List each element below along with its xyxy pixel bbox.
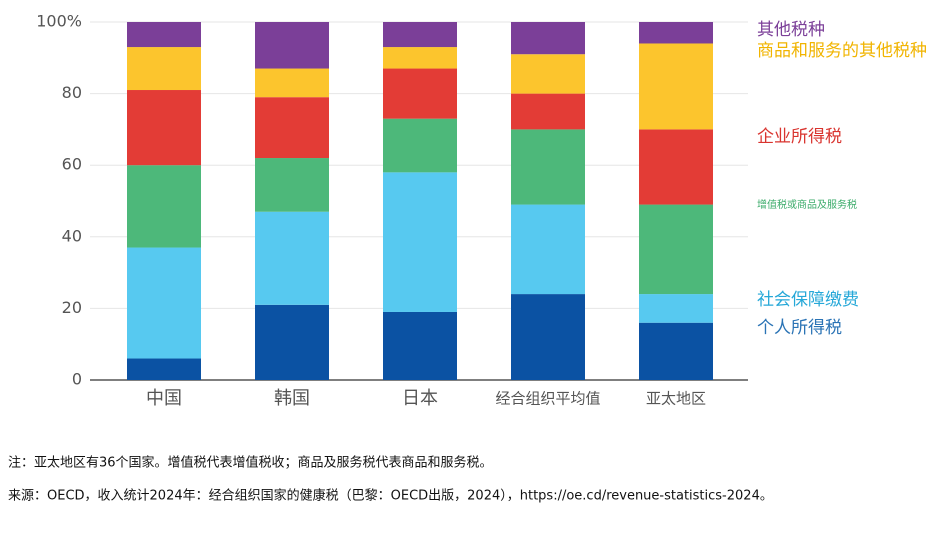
- bar-segment: [127, 90, 201, 166]
- bar-segment: [383, 22, 457, 48]
- bar-segment: [383, 68, 457, 119]
- bar-segment: [383, 311, 457, 380]
- bar-segment: [639, 129, 713, 205]
- legend-label: 商品和服务的其他税种: [757, 41, 927, 61]
- y-tick-label: 80: [62, 83, 82, 102]
- bar-segment: [511, 129, 585, 205]
- legend-label: 企业所得税: [757, 127, 842, 147]
- bar-segment: [255, 211, 329, 305]
- bar-segment: [127, 22, 201, 48]
- y-tick-label: 40: [62, 226, 82, 245]
- source: 来源：OECD，收入统计2024年：经合组织国家的健康税（巴黎：OECD出版，2…: [8, 488, 773, 504]
- legend-label: 个人所得税: [757, 318, 842, 338]
- x-tick-label: 日本: [402, 388, 438, 409]
- legend-label: 社会保障缴费: [757, 290, 859, 310]
- y-tick-label: 20: [62, 298, 82, 317]
- bar-segment: [127, 165, 201, 248]
- bar-segment: [255, 158, 329, 212]
- bar-segment: [511, 294, 585, 380]
- x-tick-label: 经合组织平均值: [495, 390, 600, 408]
- bar-segment: [127, 358, 201, 380]
- bar-segment: [639, 43, 713, 130]
- bar-segment: [511, 204, 585, 295]
- bar-segment: [255, 97, 329, 159]
- bar-segment: [127, 47, 201, 91]
- bar-segment: [639, 22, 713, 44]
- bar-segment: [383, 172, 457, 312]
- bar-segment: [127, 247, 201, 359]
- x-tick-label: 中国: [146, 388, 182, 409]
- note: 注：亚太地区有36个国家。增值税代表增值税收；商品及服务税代表商品和服务税。: [8, 455, 493, 471]
- bar-segment: [255, 68, 329, 98]
- y-tick-label: 0: [72, 370, 82, 389]
- bar-segment: [383, 47, 457, 69]
- bar-segment: [511, 93, 585, 130]
- legend-label: 增值税或商品及服务税: [757, 198, 857, 211]
- bar-segment: [511, 54, 585, 94]
- bar-segment: [639, 204, 713, 295]
- bar-segment: [255, 304, 329, 380]
- legend-label: 其他税种: [757, 20, 825, 40]
- y-tick-label: 100%: [36, 12, 82, 31]
- y-tick-label: 60: [62, 155, 82, 174]
- bar-segment: [383, 118, 457, 173]
- bar-segment: [511, 22, 585, 55]
- x-tick-label: 亚太地区: [646, 390, 706, 408]
- bar-segment: [639, 294, 713, 323]
- bar-segment: [255, 22, 329, 69]
- bar-segment: [639, 322, 713, 380]
- x-tick-label: 韩国: [274, 388, 310, 409]
